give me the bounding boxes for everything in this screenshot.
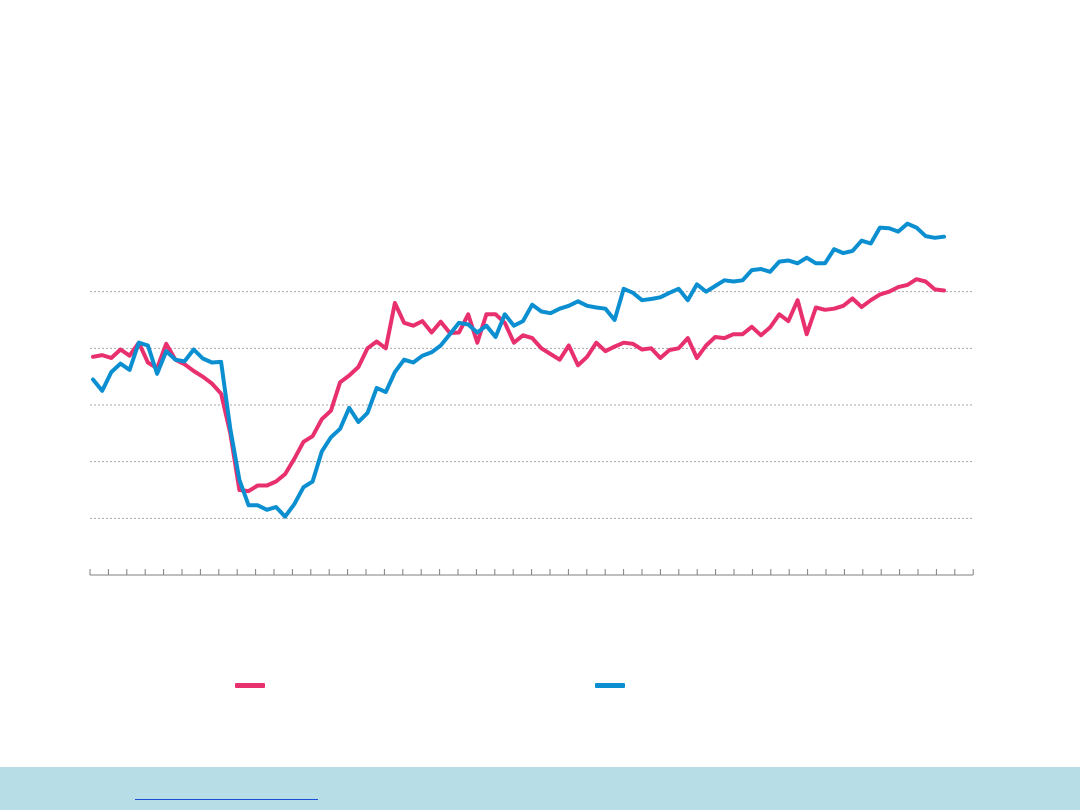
x-axis (89, 569, 974, 576)
legend-swatch-pink (235, 682, 265, 688)
footer-bar (0, 767, 1080, 810)
series-line-2 (91, 221, 946, 519)
legend (0, 670, 1080, 700)
series-lines (91, 221, 946, 519)
legend-item-series-1 (235, 670, 275, 700)
series-line-1 (91, 277, 946, 494)
source-link[interactable] (135, 781, 318, 800)
legend-item-series-2 (595, 670, 635, 700)
line-chart (89, 221, 974, 576)
legend-swatch-blue (595, 682, 625, 688)
gridlines (90, 291, 973, 519)
